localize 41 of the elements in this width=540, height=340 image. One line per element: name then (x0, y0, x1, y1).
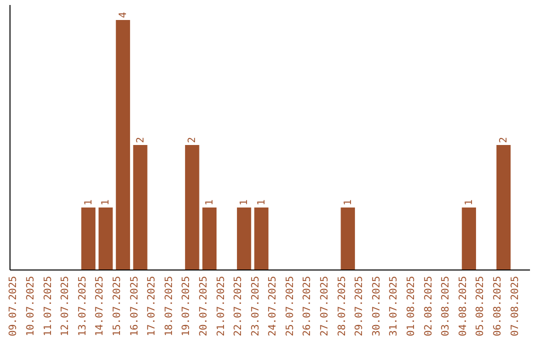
data-label: 1 (204, 199, 216, 206)
x-tick-label: 20.07.2025 (198, 276, 210, 336)
data-label: 1 (342, 199, 354, 206)
x-tick-label: 26.07.2025 (302, 276, 314, 336)
x-tick-label: 02.08.2025 (423, 276, 434, 336)
data-label: 1 (256, 199, 268, 206)
x-tick-label: 16.07.2025 (129, 276, 140, 336)
data-label: 2 (135, 136, 146, 143)
x-tick-label: 05.08.2025 (475, 276, 486, 336)
x-tick-label: 13.07.2025 (77, 276, 88, 336)
x-tick-label: 11.07.2025 (42, 276, 54, 336)
x-tick-label: 22.07.2025 (233, 276, 244, 336)
x-tick-label: 28.07.2025 (336, 276, 348, 336)
x-tick-label: 10.07.2025 (25, 276, 36, 336)
x-tick-label: 15.07.2025 (112, 276, 123, 336)
x-tick-label: 30.07.2025 (371, 276, 382, 336)
data-label: 1 (83, 199, 94, 206)
x-tick-label: 24.07.2025 (268, 276, 279, 336)
x-tick-label: 18.07.2025 (164, 276, 175, 336)
data-label: 4 (118, 12, 129, 18)
x-tick-label: 04.08.2025 (458, 276, 469, 336)
x-tick-label: 09.07.2025 (8, 276, 20, 336)
x-tick-label: 03.08.2025 (440, 276, 452, 336)
x-tick-label: 23.07.2025 (250, 276, 262, 336)
x-tick-label: 01.08.2025 (406, 276, 418, 336)
x-tick-label: 17.07.2025 (146, 276, 158, 336)
x-tick-label: 07.08.2025 (510, 276, 521, 336)
data-label: 2 (187, 136, 198, 143)
x-tick-label: 27.07.2025 (320, 276, 331, 336)
x-tick-label: 25.07.2025 (284, 276, 296, 336)
data-label: 2 (498, 136, 510, 143)
x-tick-label: 21.07.2025 (216, 276, 227, 336)
x-tick-label: 19.07.2025 (181, 276, 192, 336)
x-tick-label: 14.07.2025 (94, 276, 106, 336)
x-tick-label: 29.07.2025 (354, 276, 366, 336)
data-label: 1 (239, 199, 250, 206)
x-tick-label: 12.07.2025 (60, 276, 72, 336)
data-label: 1 (100, 199, 112, 206)
data-label: 1 (464, 199, 475, 206)
x-tick-label: 06.08.2025 (492, 276, 504, 336)
x-tick-label: 31.07.2025 (388, 276, 400, 336)
